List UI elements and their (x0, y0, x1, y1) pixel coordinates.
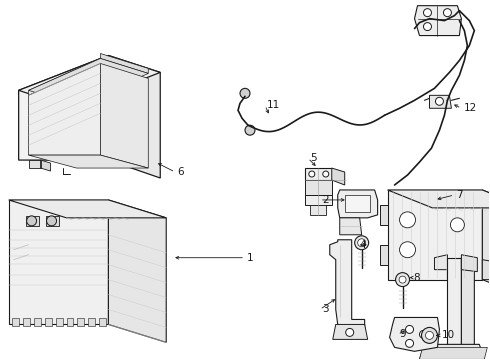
Text: 7: 7 (456, 190, 463, 200)
Circle shape (399, 242, 416, 258)
Polygon shape (28, 58, 148, 105)
Polygon shape (462, 255, 477, 272)
Text: 12: 12 (464, 103, 477, 113)
Polygon shape (415, 6, 462, 36)
Circle shape (423, 9, 432, 17)
Polygon shape (34, 319, 41, 327)
Circle shape (423, 23, 432, 31)
Circle shape (443, 9, 451, 17)
Circle shape (358, 239, 366, 247)
Circle shape (436, 97, 443, 105)
Text: 8: 8 (414, 273, 420, 283)
Text: 11: 11 (267, 100, 280, 110)
Text: 10: 10 (441, 330, 455, 341)
Polygon shape (310, 205, 326, 215)
Polygon shape (388, 190, 490, 208)
Text: 6: 6 (177, 167, 184, 177)
Polygon shape (19, 55, 160, 107)
Polygon shape (55, 319, 63, 327)
Circle shape (421, 328, 438, 343)
Polygon shape (77, 319, 84, 327)
Circle shape (346, 328, 354, 336)
Polygon shape (23, 319, 29, 327)
Polygon shape (305, 195, 332, 205)
Polygon shape (338, 190, 378, 218)
Text: 1: 1 (247, 253, 254, 263)
Polygon shape (67, 319, 74, 327)
Polygon shape (46, 216, 58, 226)
Polygon shape (330, 240, 365, 329)
Polygon shape (390, 318, 440, 351)
Polygon shape (435, 255, 447, 270)
Circle shape (425, 332, 434, 339)
Polygon shape (380, 205, 388, 225)
Polygon shape (108, 55, 160, 178)
Circle shape (399, 212, 416, 228)
Circle shape (47, 216, 56, 226)
Text: 5: 5 (310, 153, 317, 163)
Polygon shape (380, 245, 388, 265)
Circle shape (245, 125, 255, 135)
Polygon shape (19, 55, 108, 160)
Circle shape (419, 330, 427, 338)
Circle shape (406, 339, 414, 347)
Circle shape (355, 236, 368, 250)
Polygon shape (305, 180, 332, 195)
Text: 2: 2 (322, 195, 328, 205)
Polygon shape (429, 95, 451, 108)
Circle shape (406, 325, 414, 333)
Polygon shape (340, 218, 362, 235)
Polygon shape (9, 200, 108, 324)
Circle shape (26, 216, 37, 226)
Polygon shape (45, 319, 51, 327)
Circle shape (450, 218, 465, 232)
Polygon shape (419, 347, 488, 359)
Circle shape (240, 88, 250, 98)
Polygon shape (419, 345, 484, 359)
Polygon shape (333, 324, 368, 339)
Polygon shape (108, 200, 166, 342)
Text: 4: 4 (360, 240, 367, 250)
Polygon shape (100, 54, 148, 73)
Polygon shape (28, 155, 148, 168)
Polygon shape (332, 168, 345, 185)
Polygon shape (388, 190, 482, 280)
Polygon shape (100, 63, 148, 168)
Polygon shape (447, 258, 462, 349)
Text: 3: 3 (322, 305, 328, 315)
Polygon shape (345, 195, 369, 212)
Polygon shape (89, 319, 96, 327)
Polygon shape (41, 160, 50, 171)
Polygon shape (28, 63, 100, 155)
Text: 9: 9 (399, 329, 406, 339)
Polygon shape (28, 160, 41, 168)
Polygon shape (25, 216, 39, 226)
Polygon shape (305, 168, 332, 180)
Circle shape (323, 171, 329, 177)
Circle shape (399, 276, 406, 283)
Polygon shape (28, 58, 100, 95)
Polygon shape (482, 190, 490, 298)
Polygon shape (462, 258, 474, 355)
Circle shape (395, 273, 410, 287)
Polygon shape (482, 260, 490, 280)
Circle shape (309, 171, 315, 177)
Polygon shape (9, 200, 166, 218)
Polygon shape (12, 319, 19, 327)
Polygon shape (99, 319, 106, 327)
